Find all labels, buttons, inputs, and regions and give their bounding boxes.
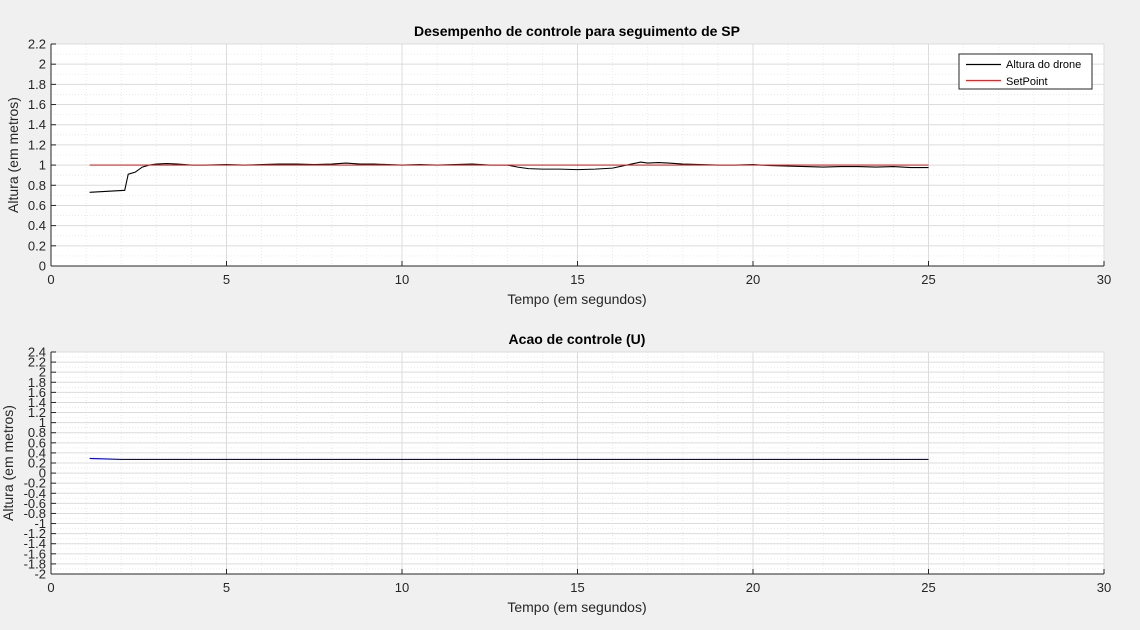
y-tick-label: 2.4 [28, 345, 46, 360]
y-tick-label: 0 [39, 259, 46, 274]
x-tick-label: 10 [395, 580, 409, 595]
y-tick-label: 0.8 [28, 178, 46, 193]
series-line-0 [89, 457, 929, 461]
x-tick-label: 20 [746, 580, 760, 595]
y-tick-label: -1.4 [24, 536, 46, 551]
y-tick-label: 0.2 [28, 456, 46, 471]
y-tick-label: 1.2 [28, 137, 46, 152]
plot-setpoint-tracking: 0 5 10 15 20 25 30 0 0.2 0.4 0.6 0.8 1 1.2 1.4 1.6 1.8 2… [5, 23, 1111, 307]
y-tick-label: -2 [34, 567, 46, 582]
y-tick-label: -1.8 [24, 556, 46, 571]
y-tick-label: 1.6 [28, 385, 46, 400]
y-tick-label: 0.4 [28, 218, 46, 233]
y-tick-label: 1.6 [28, 97, 46, 112]
legend-entry-setpoint: SetPoint [1006, 76, 1048, 88]
y-tick-label: 1.8 [28, 375, 46, 390]
x-tick-label: 20 [746, 272, 760, 287]
x-tick-label: 15 [570, 580, 584, 595]
x-axis-label: Tempo (em segundos) [507, 291, 646, 307]
y-axis-label: Altura (em metros) [5, 97, 21, 213]
legend-entry-altura: Altura do drone [1006, 59, 1081, 71]
legend: Altura do drone SetPoint [958, 53, 1093, 90]
y-tick-label: 2 [39, 365, 46, 380]
y-tick-label: 1 [39, 158, 46, 173]
y-tick-label: 2.2 [28, 355, 46, 370]
y-tick-label: -0.4 [24, 486, 46, 501]
y-tick-label: 2 [39, 57, 46, 72]
x-tick-label: 25 [921, 580, 935, 595]
y-axis-label: Altura (em metros) [0, 405, 16, 521]
x-ticks: 0 5 10 15 20 25 30 [47, 569, 1111, 595]
y-tick-label: 0.8 [28, 425, 46, 440]
y-ticks: 0 0.2 0.4 0.6 0.8 1 1.2 1.4 1.6 1.8 2 2.2 [28, 37, 56, 274]
y-tick-label: 1.8 [28, 77, 46, 92]
y-tick-label: -0.8 [24, 506, 46, 521]
y-tick-label: 0.2 [28, 238, 46, 253]
series-layer [89, 457, 929, 461]
x-ticks: 0 5 10 15 20 25 30 [47, 261, 1111, 287]
y-tick-label: 1.4 [28, 117, 46, 132]
y-tick-label: 0.4 [28, 445, 46, 460]
y-tick-label: -1.6 [24, 546, 46, 561]
x-axis-label: Tempo (em segundos) [507, 599, 646, 615]
series-layer [89, 161, 929, 193]
y-tick-label: 1.4 [28, 395, 46, 410]
x-tick-label: 5 [223, 580, 230, 595]
y-tick-label: -0.2 [24, 476, 46, 491]
x-tick-label: 30 [1097, 272, 1111, 287]
y-tick-label: 2.2 [28, 37, 46, 52]
y-ticks: -2-1.8-1.6-1.4-1.2-1-0.8-0.6-0.4-0.200.2… [24, 345, 56, 582]
x-tick-label: 10 [395, 272, 409, 287]
x-tick-label: 5 [223, 272, 230, 287]
x-tick-label: 25 [921, 272, 935, 287]
x-tick-label: 15 [570, 272, 584, 287]
y-tick-label: -1.2 [24, 526, 46, 541]
y-tick-label: -1 [34, 516, 46, 531]
x-tick-label: 0 [47, 272, 54, 287]
legend-box [958, 53, 1093, 90]
y-tick-label: 0.6 [28, 198, 46, 213]
y-tick-label: 1 [39, 415, 46, 430]
plot-control-action: 0 5 10 15 20 25 30 -2-1.8-1.6-1.4-1.2-1-0.8-0.… [0, 331, 1111, 615]
chart-title: Acao de controle (U) [509, 331, 646, 347]
y-tick-label: -0.6 [24, 496, 46, 511]
y-tick-label: 1.2 [28, 405, 46, 420]
chart-title: Desempenho de controle para seguimento d… [414, 23, 740, 39]
y-tick-label: 0 [39, 466, 46, 481]
x-tick-label: 0 [47, 580, 54, 595]
x-tick-label: 30 [1097, 580, 1111, 595]
y-tick-label: 0.6 [28, 435, 46, 450]
